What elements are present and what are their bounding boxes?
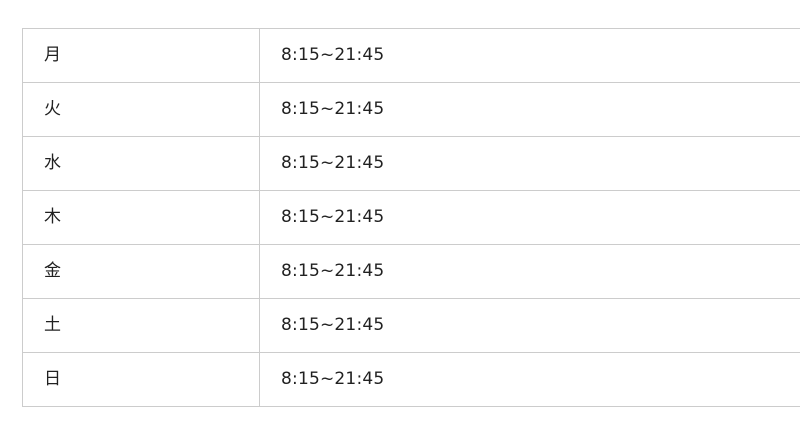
day-label: 金 — [22, 244, 260, 299]
day-label: 月 — [22, 28, 260, 83]
table-row-friday: 金 8:15~21:45 — [22, 244, 800, 299]
day-label: 木 — [22, 190, 260, 245]
hours-value: 8:15~21:45 — [259, 82, 800, 137]
day-label: 水 — [22, 136, 260, 191]
hours-value: 8:15~21:45 — [259, 352, 800, 407]
table-row-wednesday: 水 8:15~21:45 — [22, 136, 800, 191]
hours-value: 8:15~21:45 — [259, 28, 800, 83]
table-row-tuesday: 火 8:15~21:45 — [22, 82, 800, 137]
hours-value: 8:15~21:45 — [259, 244, 800, 299]
day-label: 土 — [22, 298, 260, 353]
day-label: 火 — [22, 82, 260, 137]
hours-value: 8:15~21:45 — [259, 190, 800, 245]
table-row-thursday: 木 8:15~21:45 — [22, 190, 800, 245]
table-row-saturday: 土 8:15~21:45 — [22, 298, 800, 353]
day-label: 日 — [22, 352, 260, 407]
business-hours-body: 月 8:15~21:45 火 8:15~21:45 水 8:15~21:45 木… — [22, 28, 800, 407]
table-row-sunday: 日 8:15~21:45 — [22, 352, 800, 407]
hours-value: 8:15~21:45 — [259, 298, 800, 353]
table-row-monday: 月 8:15~21:45 — [22, 28, 800, 83]
business-hours-table: 月 8:15~21:45 火 8:15~21:45 水 8:15~21:45 木… — [22, 28, 800, 407]
hours-value: 8:15~21:45 — [259, 136, 800, 191]
